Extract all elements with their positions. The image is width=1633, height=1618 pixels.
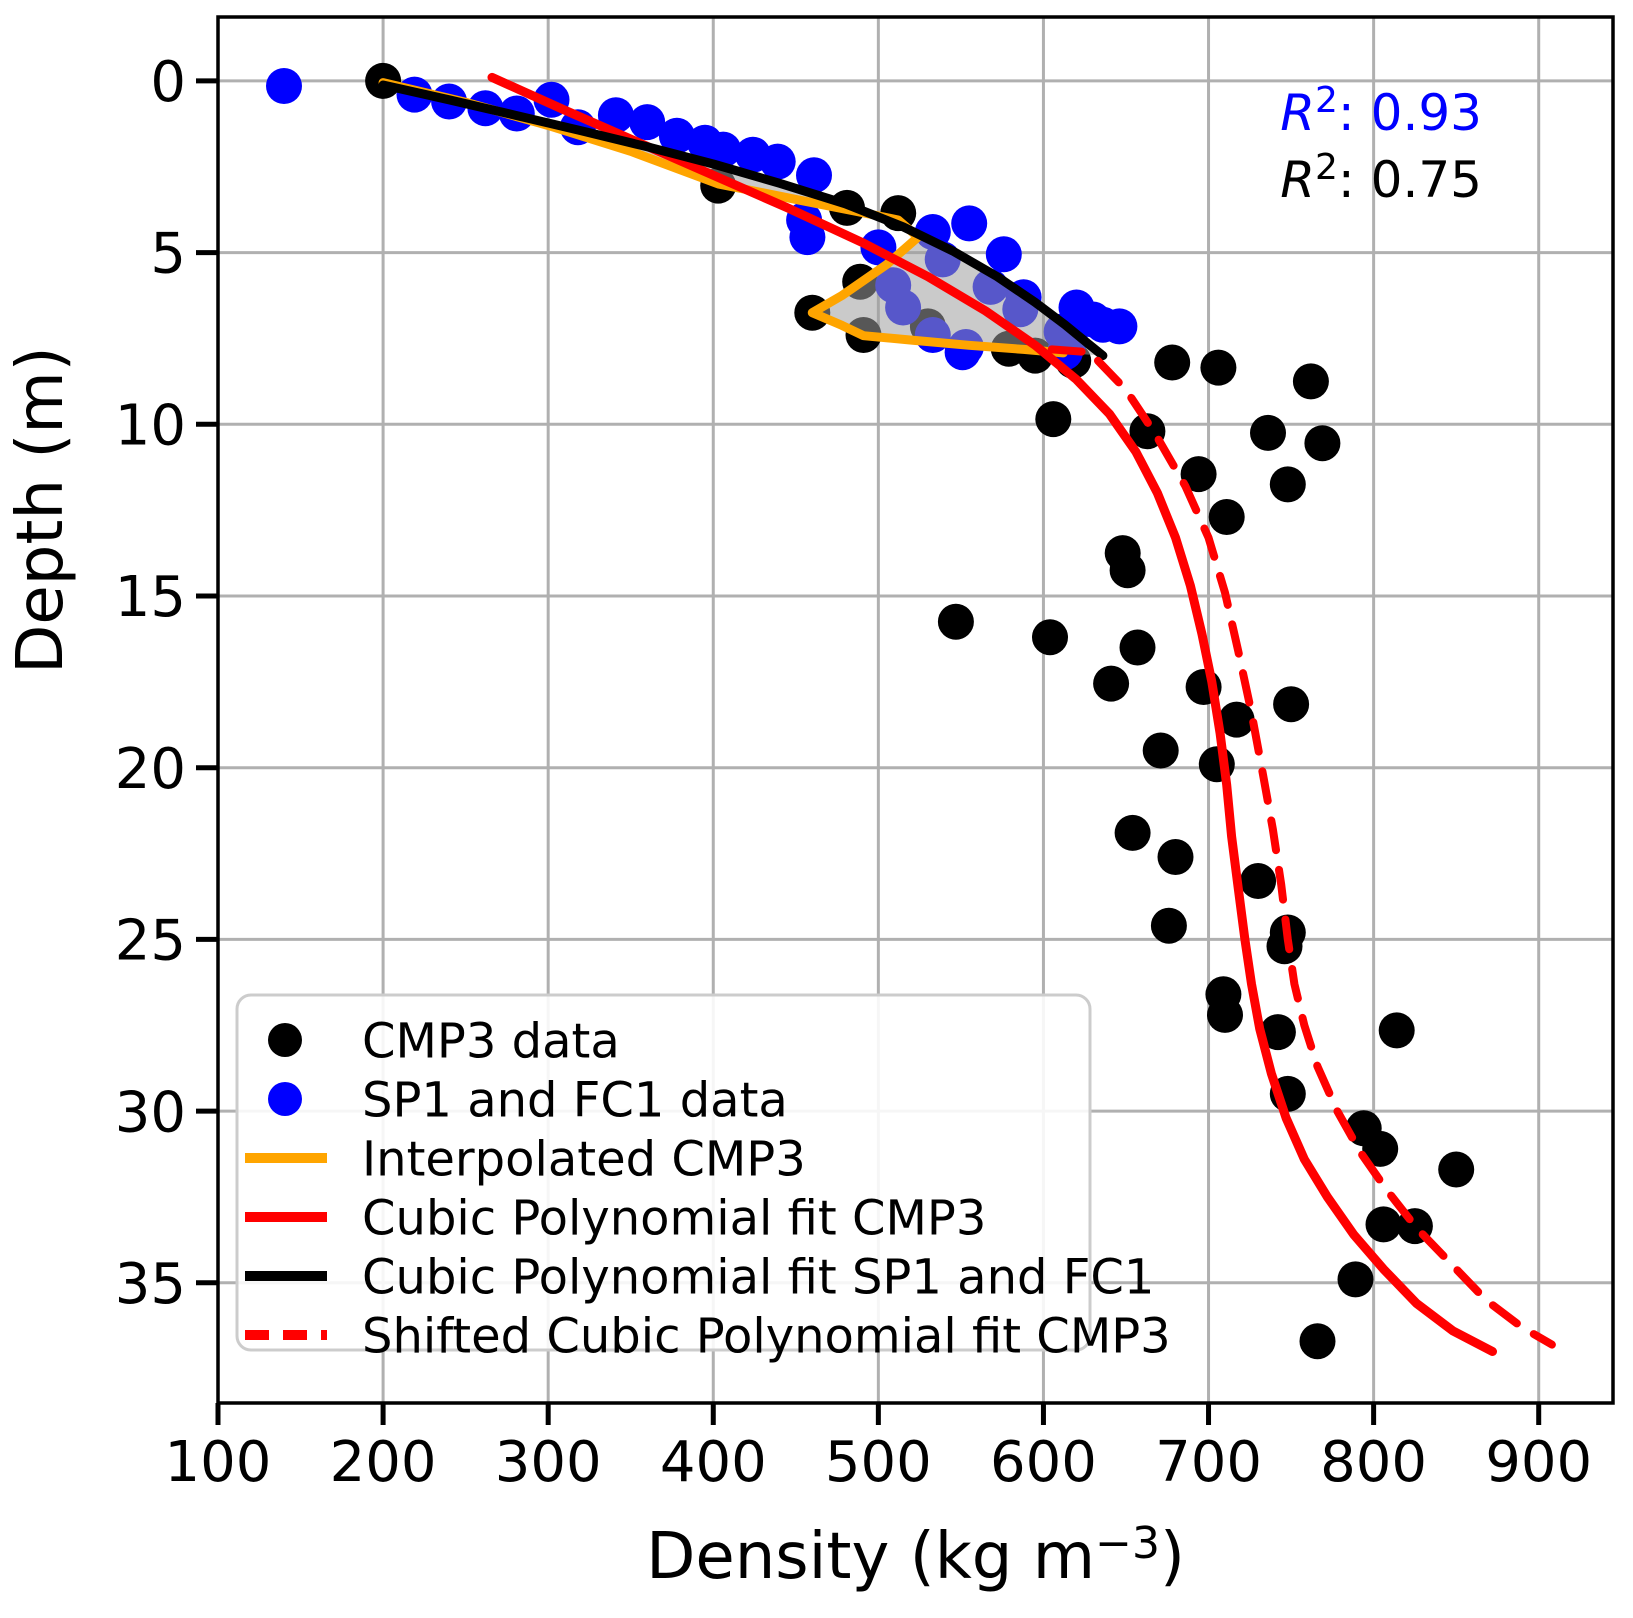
data-point bbox=[1180, 456, 1217, 493]
y-tick-label: 30 bbox=[115, 1080, 186, 1145]
interpolated-cmp3-line bbox=[378, 78, 1068, 358]
x-tick-label: 400 bbox=[660, 1430, 767, 1495]
data-point bbox=[1200, 349, 1237, 386]
data-point bbox=[1266, 928, 1303, 965]
x-tick-label: 700 bbox=[1155, 1430, 1262, 1495]
data-point bbox=[937, 603, 974, 640]
plot-border bbox=[216, 15, 1615, 1405]
data-point bbox=[1035, 401, 1072, 438]
data-point bbox=[1362, 1130, 1399, 1167]
cubic-fit-sp1-fc1-line bbox=[378, 80, 1108, 361]
y-axis-title: Depth (m) bbox=[4, 346, 78, 674]
y-tick-label: 10 bbox=[115, 393, 186, 458]
data-point bbox=[1299, 1323, 1336, 1360]
data-point bbox=[1438, 1151, 1475, 1188]
x-tick-label: 100 bbox=[165, 1430, 272, 1495]
x-tick-label: 300 bbox=[495, 1430, 602, 1495]
data-point bbox=[1142, 732, 1179, 769]
shifted-cubic-fit-cmp3-line bbox=[1047, 345, 1556, 1349]
legend-label: Cubic Polynomial fit SP1 and FC1 bbox=[362, 1249, 1154, 1305]
data-point bbox=[1365, 1206, 1402, 1243]
legend-entry: Cubic Polynomial fit SP1 and FC1 bbox=[245, 1249, 1154, 1305]
data-point bbox=[1101, 308, 1138, 345]
data-point bbox=[1109, 552, 1146, 589]
data-point bbox=[1304, 425, 1341, 462]
legend-label: SP1 and FC1 data bbox=[362, 1072, 788, 1128]
legend-label: Shifted Cubic Polynomial fit CMP3 bbox=[362, 1308, 1171, 1364]
axis-ticks: 100 200 300 400 500 600 700 800 900 0 5 10 15 20 25 30 3… bbox=[115, 50, 1592, 1495]
data-point bbox=[759, 143, 796, 180]
data-point bbox=[1240, 863, 1277, 899]
data-point bbox=[796, 157, 832, 194]
y-tick-label: 25 bbox=[115, 909, 186, 974]
x-axis-title: Density (kg m−3) bbox=[646, 1518, 1185, 1594]
data-point bbox=[1218, 701, 1255, 738]
data-point bbox=[1259, 1014, 1296, 1051]
data-point bbox=[1269, 466, 1306, 503]
legend-entry: CMP3 data bbox=[268, 1013, 620, 1069]
data-point bbox=[1208, 499, 1245, 535]
y-tick-label: 35 bbox=[115, 1252, 186, 1317]
data-point bbox=[1150, 907, 1187, 944]
data-point bbox=[985, 236, 1022, 273]
legend-entry: Shifted Cubic Polynomial fit CMP3 bbox=[245, 1308, 1171, 1364]
legend-entry: Interpolated CMP3 bbox=[245, 1131, 806, 1187]
x-tick-label: 800 bbox=[1320, 1430, 1427, 1495]
data-point bbox=[1337, 1261, 1374, 1298]
legend-entry: Cubic Polynomial fit CMP3 bbox=[245, 1190, 986, 1246]
data-point bbox=[789, 219, 826, 256]
data-point bbox=[1093, 665, 1130, 702]
y-tick-label: 15 bbox=[115, 565, 186, 630]
data-point bbox=[658, 117, 695, 154]
legend-label: Cubic Polynomial fit CMP3 bbox=[362, 1190, 986, 1246]
r-squared-annotation-cmp3: R2: 0.75 bbox=[1280, 147, 1482, 209]
data-point bbox=[1273, 686, 1310, 723]
x-tick-label: 900 bbox=[1485, 1430, 1592, 1495]
data-point bbox=[951, 205, 988, 242]
data-point bbox=[705, 131, 742, 168]
data-point bbox=[629, 104, 666, 141]
y-tick-label: 20 bbox=[115, 737, 186, 802]
r-squared-annotation-sp1-fc1: R2: 0.93 bbox=[1280, 80, 1482, 142]
data-point bbox=[1032, 619, 1068, 656]
legend-box bbox=[235, 993, 1092, 1352]
legend-label: Interpolated CMP3 bbox=[362, 1131, 806, 1187]
x-tick-label: 200 bbox=[330, 1430, 437, 1495]
data-point bbox=[1157, 839, 1194, 875]
x-tick-label: 600 bbox=[990, 1430, 1097, 1495]
data-point bbox=[1119, 629, 1156, 666]
y-tick-label: 5 bbox=[150, 222, 186, 287]
fill-between-region bbox=[383, 82, 1103, 356]
cubic-fit-cmp3-line bbox=[487, 72, 1497, 1356]
legend-marker-dot bbox=[268, 1082, 302, 1116]
legend-label: CMP3 data bbox=[362, 1013, 620, 1069]
data-point bbox=[1114, 814, 1151, 851]
data-point bbox=[266, 68, 302, 104]
legend-entry: SP1 and FC1 data bbox=[268, 1072, 788, 1128]
data-point bbox=[1250, 414, 1286, 451]
legend-marker-dot bbox=[268, 1023, 302, 1057]
y-tick-label: 0 bbox=[150, 50, 186, 115]
data-point bbox=[1207, 996, 1243, 1033]
data-point bbox=[1154, 344, 1191, 381]
x-tick-label: 500 bbox=[825, 1430, 932, 1495]
data-point bbox=[1292, 363, 1329, 400]
data-point bbox=[1378, 1012, 1415, 1049]
